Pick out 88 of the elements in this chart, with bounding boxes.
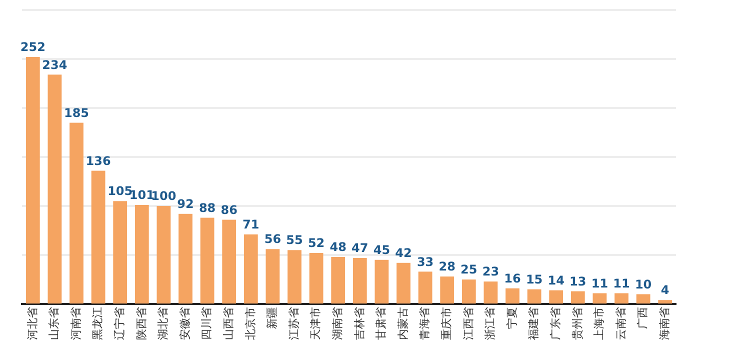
bar	[70, 122, 84, 304]
x-tick-label: 福建省	[527, 307, 540, 340]
data-label: 42	[395, 246, 412, 260]
bar	[200, 218, 214, 304]
data-label: 13	[570, 274, 586, 288]
x-tick-label: 吉林省	[352, 307, 366, 340]
data-label: 48	[330, 240, 346, 254]
x-tick-label: 湖北省	[156, 307, 170, 340]
data-label: 71	[242, 218, 260, 232]
data-label: 33	[416, 254, 434, 269]
x-tick-label: 贵州省	[570, 307, 584, 340]
data-label: 23	[482, 264, 500, 279]
bar	[134, 205, 149, 304]
data-label: 45	[373, 243, 390, 258]
x-tick-label: 新疆	[266, 307, 279, 329]
data-label: 14	[548, 273, 564, 288]
bar	[440, 276, 454, 304]
bar	[26, 57, 40, 304]
x-tick-label: 上海市	[592, 307, 606, 340]
x-tick-label: 江苏省	[287, 307, 300, 340]
bar	[309, 253, 324, 304]
bar	[418, 272, 432, 304]
data-label: 15	[526, 272, 543, 286]
x-tick-label: 陕西省	[134, 307, 148, 340]
bar	[396, 262, 410, 304]
x-tick-label: 河南省	[69, 307, 82, 340]
data-label: 4	[660, 283, 670, 298]
data-label: 11	[613, 276, 630, 290]
data-label: 11	[591, 276, 608, 290]
bar	[222, 220, 236, 304]
x-tick-label: 北京市	[244, 307, 257, 340]
x-tick-label: 四川省	[200, 307, 214, 340]
data-label: 234	[42, 58, 68, 72]
data-label: 56	[264, 232, 282, 246]
bar	[506, 288, 520, 304]
bar	[266, 249, 280, 304]
bar	[288, 250, 302, 304]
x-tick-label: 湖南省	[330, 307, 344, 340]
data-label: 92	[177, 196, 194, 211]
x-tick-label: 广东省	[548, 307, 562, 340]
data-label: 136	[86, 154, 111, 168]
x-tick-label: 青海省	[418, 307, 432, 340]
x-tick-label: 天津市	[309, 307, 322, 340]
x-tick-label: 甘肃省	[374, 307, 388, 340]
data-label: 52	[308, 236, 325, 250]
x-tick-label: 黑龙江	[91, 307, 104, 340]
bar	[462, 280, 476, 304]
bar	[658, 300, 672, 304]
data-label: 86	[220, 202, 238, 217]
bar	[331, 256, 346, 304]
data-label: 185	[64, 106, 90, 120]
bar	[113, 201, 128, 304]
x-tick-label: 重庆市	[440, 307, 453, 340]
data-label: 55	[286, 233, 303, 248]
x-tick-label: 山西省	[222, 307, 235, 340]
bar	[636, 294, 650, 304]
bar	[527, 289, 542, 304]
data-label: 16	[504, 271, 521, 286]
data-label: 25	[460, 262, 478, 277]
data-label: 10	[634, 277, 652, 292]
bar	[91, 170, 106, 304]
x-tick-label: 内蒙古	[396, 307, 410, 340]
bar	[570, 291, 585, 304]
data-label: 88	[198, 200, 216, 215]
bar	[374, 260, 389, 304]
x-tick-label: 山东省	[48, 307, 61, 340]
bar	[352, 258, 367, 304]
bar	[592, 293, 607, 304]
x-tick-label: 广西	[636, 307, 650, 329]
bar	[549, 290, 564, 304]
bar	[614, 293, 628, 304]
x-tick-label: 安徽省	[178, 307, 192, 340]
x-tick-label: 浙江省	[484, 307, 497, 340]
x-tick-label: 辽宁省	[112, 307, 126, 340]
bar	[244, 234, 258, 304]
data-label: 100	[151, 189, 176, 204]
x-tick-label: 江西省	[462, 307, 475, 340]
x-tick-label: 云南省	[614, 307, 628, 340]
bar	[48, 74, 62, 304]
x-tick-label: 宁夏	[505, 307, 518, 329]
bar	[484, 281, 498, 304]
data-label: 28	[438, 260, 456, 274]
data-label: 47	[352, 241, 368, 256]
bar	[178, 214, 192, 304]
x-tick-label: 河北省	[26, 307, 39, 340]
data-label: 252	[20, 40, 46, 54]
x-tick-label: 海南省	[658, 307, 671, 340]
bar	[156, 206, 171, 304]
